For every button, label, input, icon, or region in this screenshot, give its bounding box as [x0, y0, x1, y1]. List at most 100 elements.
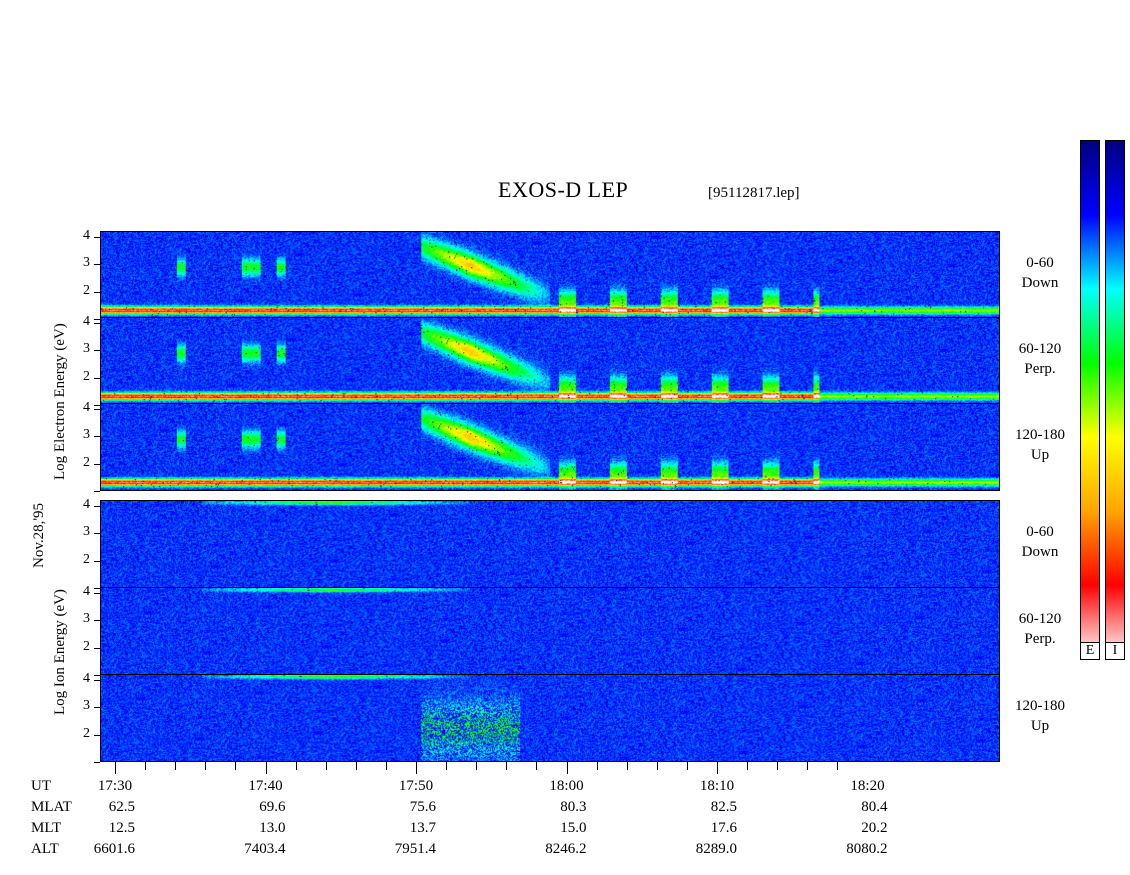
y-tick-mark	[94, 505, 100, 507]
ephemeris-value: 80.3	[560, 799, 587, 815]
pitch-angle-range: 120-180	[1015, 427, 1065, 443]
x-tick-label: 17:50	[398, 778, 434, 794]
y-tick-mark	[94, 707, 100, 708]
spectrogram-canvas	[101, 501, 999, 587]
ephemeris-value: 82.5	[710, 799, 737, 815]
ephemeris-value: 69.6	[259, 799, 286, 815]
x-minor-tick	[747, 762, 749, 770]
y-tick-mark	[94, 264, 100, 265]
x-axis-line	[100, 761, 1000, 762]
y-tick-label: 4	[83, 399, 90, 415]
y-tick-mark	[94, 762, 100, 763]
pitch-angle-label: 0-60 Down	[1005, 522, 1075, 562]
x-major-tick	[566, 762, 568, 774]
y-tick-mark	[94, 291, 100, 293]
y-tick-mark	[94, 463, 100, 465]
y-tick-label: 2	[83, 282, 90, 298]
pitch-angle-direction: Down	[1021, 275, 1059, 291]
y-tick-mark	[94, 560, 100, 562]
y-tick-mark	[94, 675, 100, 676]
spectrogram-panel-ion-0-60	[100, 500, 1000, 588]
x-minor-tick	[626, 762, 628, 770]
ephemeris-value: 7403.4	[244, 841, 286, 857]
spectrogram-canvas	[101, 318, 999, 404]
pitch-angle-range: 60-120	[1018, 341, 1062, 357]
y-tick-label: 3	[83, 698, 90, 713]
x-minor-tick	[446, 762, 448, 770]
x-minor-tick	[235, 762, 237, 770]
y-tick-mark	[94, 436, 100, 437]
x-tick-label: 17:30	[97, 778, 133, 794]
pitch-angle-range: 60-120	[1018, 611, 1062, 627]
ion-colorbar-label: I	[1105, 642, 1125, 660]
pitch-angle-range: 0-60	[1026, 255, 1054, 271]
y-tick-mark	[94, 679, 100, 681]
electron-colorbar-label: E	[1080, 642, 1100, 660]
spectrogram-canvas	[101, 675, 999, 761]
x-minor-tick	[656, 762, 658, 770]
y-tick-label: 2	[83, 368, 90, 384]
spectrogram-panel-electron-0-60	[100, 231, 1000, 319]
spectrogram-canvas	[101, 404, 999, 490]
y-tick-label: 3	[83, 427, 90, 442]
y-tick-label: 2	[83, 454, 90, 470]
x-major-tick	[265, 762, 267, 774]
spectrogram-canvas	[101, 232, 999, 318]
x-minor-tick	[145, 762, 147, 770]
pitch-angle-label: 60-120 Perp.	[1005, 339, 1075, 379]
y-tick-mark	[94, 491, 100, 492]
y-tick-mark	[94, 592, 100, 594]
electron-energy-axis-label: Log Electron Energy (eV)	[52, 323, 68, 480]
pitch-angle-direction: Perp.	[1024, 631, 1056, 647]
x-minor-tick	[506, 762, 508, 770]
pitch-angle-direction: Perp.	[1024, 361, 1056, 377]
y-tick-label: 3	[83, 524, 90, 539]
x-tick-label: 18:10	[699, 778, 735, 794]
x-minor-tick	[385, 762, 387, 770]
ephemeris-row-header: MLT	[31, 820, 62, 836]
x-minor-tick	[175, 762, 177, 770]
y-tick-label: 2	[83, 551, 90, 567]
pitch-angle-range: 120-180	[1015, 698, 1065, 714]
y-tick-mark	[94, 236, 100, 238]
spectrogram-panel-electron-60-120	[100, 317, 1000, 405]
electron-colorbar	[1080, 140, 1100, 660]
spectrogram-canvas	[101, 588, 999, 674]
y-tick-mark	[94, 405, 100, 406]
spectrogram-panel-ion-60-120	[100, 587, 1000, 675]
y-tick-label: 4	[83, 496, 90, 512]
y-tick-mark	[94, 734, 100, 736]
x-minor-tick	[837, 762, 839, 770]
chart-title: EXOS-D LEP	[498, 177, 629, 202]
y-tick-label: 4	[83, 670, 90, 686]
ephemeris-value: 13.7	[409, 820, 436, 836]
ion-energy-axis-label: Log Ion Energy (eV)	[52, 589, 68, 715]
y-tick-mark	[94, 533, 100, 534]
y-tick-label: 2	[83, 725, 90, 741]
y-tick-mark	[94, 620, 100, 621]
ephemeris-row-header: UT	[31, 778, 51, 794]
x-major-tick	[115, 762, 116, 774]
x-minor-tick	[807, 762, 809, 770]
ephemeris-value: 6601.6	[93, 841, 135, 857]
ephemeris-value: 20.2	[861, 820, 888, 836]
x-minor-tick	[596, 762, 598, 770]
ephemeris-value: 62.5	[108, 799, 135, 815]
ephemeris-value: 75.6	[409, 799, 436, 815]
y-tick-mark	[94, 377, 100, 379]
pitch-angle-label: 0-60 Down	[1005, 253, 1075, 293]
x-minor-tick	[325, 762, 327, 770]
ephemeris-value: 80.4	[861, 799, 888, 815]
ephemeris-value: 8289.0	[695, 841, 737, 857]
x-minor-tick	[476, 762, 478, 770]
x-tick-label: 17:40	[248, 778, 283, 794]
y-tick-label: 3	[83, 255, 90, 270]
y-tick-label: 4	[83, 313, 90, 329]
x-minor-tick	[536, 762, 538, 770]
date-label: Nov.28,'95	[31, 502, 47, 568]
spectrogram-panel-ion-120-180	[100, 674, 1000, 762]
y-tick-label: 4	[83, 583, 90, 599]
x-minor-tick	[686, 762, 688, 770]
x-major-tick	[416, 762, 417, 774]
x-tick-label: 18:00	[549, 778, 584, 794]
